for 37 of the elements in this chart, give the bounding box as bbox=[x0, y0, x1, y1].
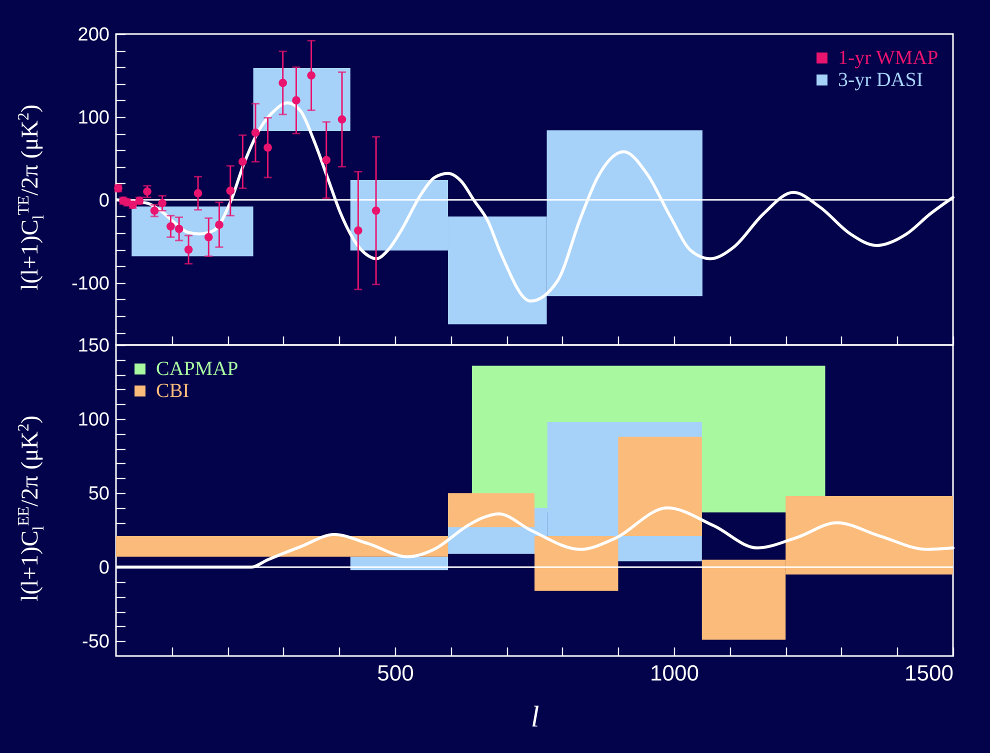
x-tick-label: 1500 bbox=[904, 660, 954, 686]
y-tick-label: 0 bbox=[98, 190, 110, 212]
legend-label: CAPMAP bbox=[156, 358, 238, 380]
point bbox=[238, 158, 247, 166]
point bbox=[158, 199, 166, 208]
point bbox=[194, 189, 202, 198]
legend-label: CBI bbox=[156, 380, 190, 402]
point bbox=[322, 156, 331, 164]
point bbox=[292, 96, 300, 105]
y-tick-label: 200 bbox=[78, 24, 110, 46]
x-tick-label: 1000 bbox=[650, 660, 699, 686]
legend-label: 1-yr WMAP bbox=[838, 47, 938, 69]
x-axis-title: l bbox=[530, 700, 540, 734]
point bbox=[251, 128, 260, 137]
y-tick-label: 150 bbox=[78, 336, 110, 356]
point bbox=[166, 222, 175, 231]
y-tick-label: 100 bbox=[78, 107, 110, 128]
y-tick-label: -50 bbox=[82, 632, 110, 653]
point bbox=[372, 206, 380, 215]
point bbox=[307, 71, 316, 80]
point bbox=[338, 115, 346, 124]
point bbox=[278, 78, 288, 88]
point bbox=[150, 206, 159, 215]
legend-label: 3-yr DASI bbox=[838, 69, 923, 91]
x-tick-label: 500 bbox=[377, 660, 414, 686]
point bbox=[215, 220, 224, 229]
y-tick-label: 0 bbox=[98, 558, 110, 579]
y-tick-label: -100 bbox=[71, 273, 110, 294]
point bbox=[174, 224, 184, 234]
point bbox=[226, 186, 235, 195]
point bbox=[354, 226, 362, 235]
point bbox=[264, 143, 272, 152]
point bbox=[143, 187, 152, 196]
point bbox=[204, 233, 213, 242]
y-tick-label: 50 bbox=[88, 484, 110, 505]
y-tick-label: 100 bbox=[78, 410, 110, 431]
point bbox=[184, 245, 193, 254]
